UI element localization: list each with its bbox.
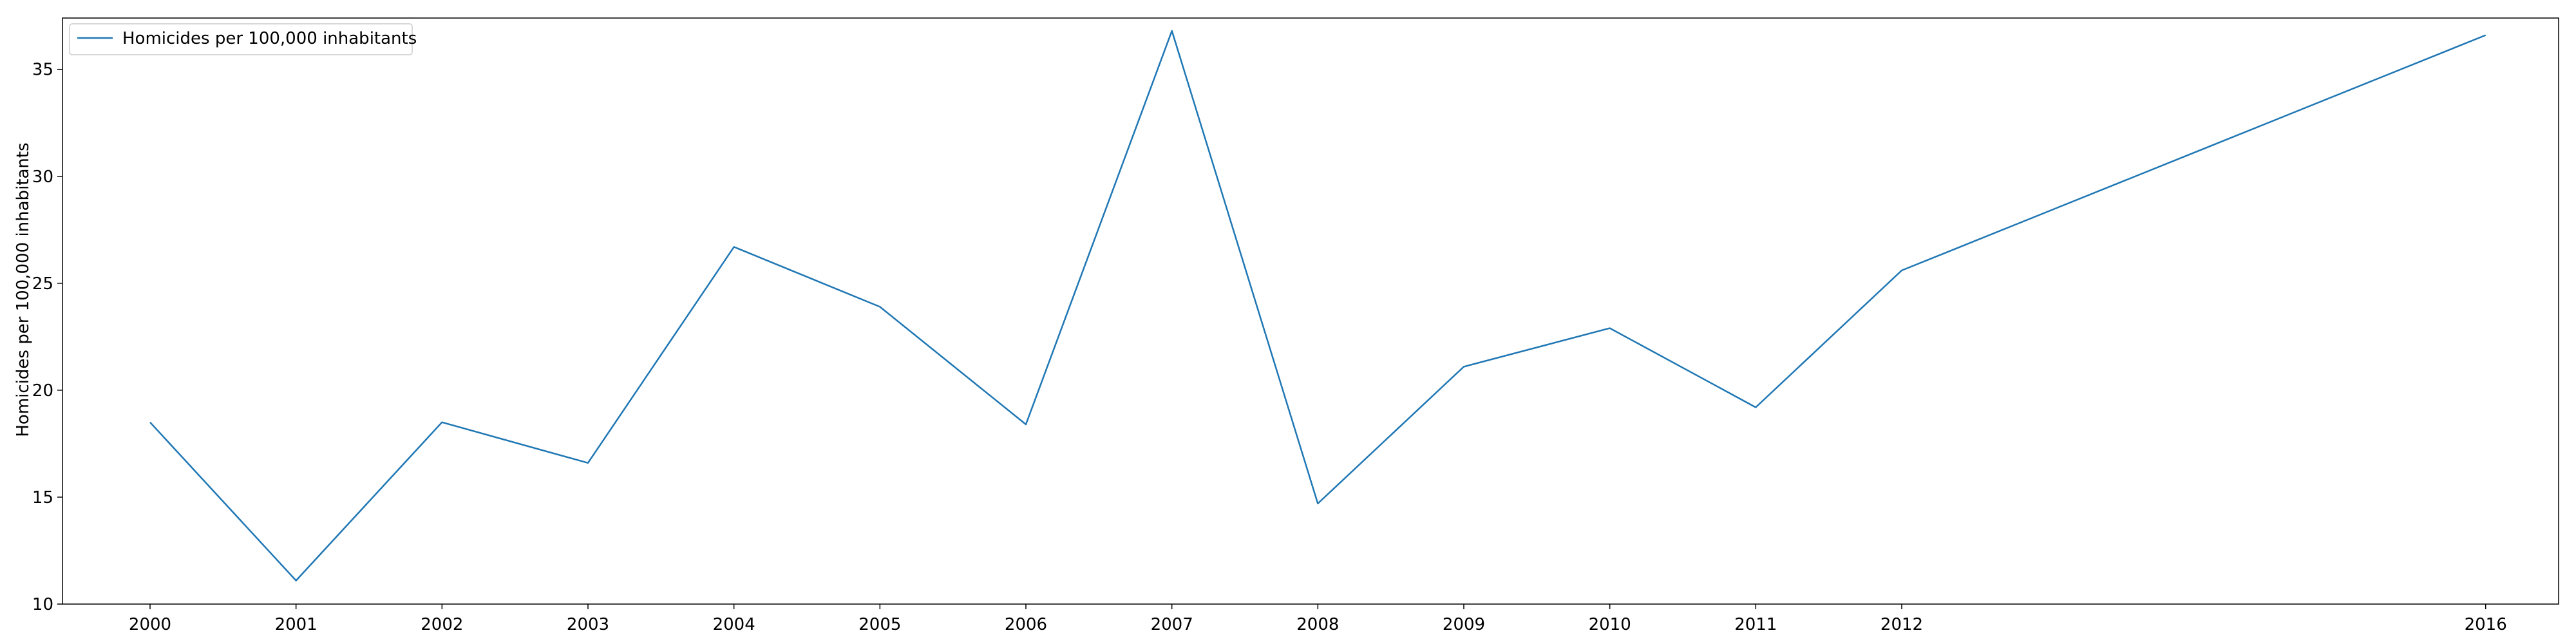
y-tick-label: 10	[32, 595, 53, 614]
x-tick-label: 2008	[1296, 615, 1339, 634]
x-tick-label: 2000	[129, 615, 171, 634]
y-axis: 10 15 20 25 30 35	[32, 61, 62, 614]
legend: Homicides per 100,000 inhabitants	[69, 23, 417, 55]
x-tick-label: 2004	[713, 615, 755, 634]
x-tick-label: 2011	[1734, 615, 1777, 634]
x-tick-label: 2006	[1005, 615, 1047, 634]
x-axis: 2000 2001 2002 2003 2004 2005 2006 2007 2008 2009…	[129, 604, 2507, 634]
y-tick-label: 20	[32, 381, 53, 401]
x-tick-label: 2007	[1151, 615, 1193, 634]
x-tick-label: 2012	[1880, 615, 1923, 634]
plot-area	[62, 17, 2559, 605]
x-tick-label: 2002	[421, 615, 463, 634]
y-tick-label: 30	[32, 167, 53, 187]
x-tick-label: 2009	[1443, 615, 1485, 634]
legend-label: Homicides per 100,000 inhabitants	[122, 29, 417, 48]
series-line	[149, 30, 2486, 582]
y-tick-label: 15	[32, 488, 53, 507]
x-tick-label: 2001	[275, 615, 317, 634]
y-tick-label: 35	[32, 61, 53, 80]
legend-box	[69, 23, 413, 55]
x-tick-label: 2005	[858, 615, 901, 634]
x-tick-label: 2003	[567, 615, 609, 634]
y-axis-label: Homicides per 100,000 inhabitants	[14, 142, 33, 437]
y-tick-label: 25	[32, 274, 53, 294]
x-tick-label: 2016	[2465, 615, 2507, 634]
x-tick-label: 2010	[1589, 615, 1631, 634]
